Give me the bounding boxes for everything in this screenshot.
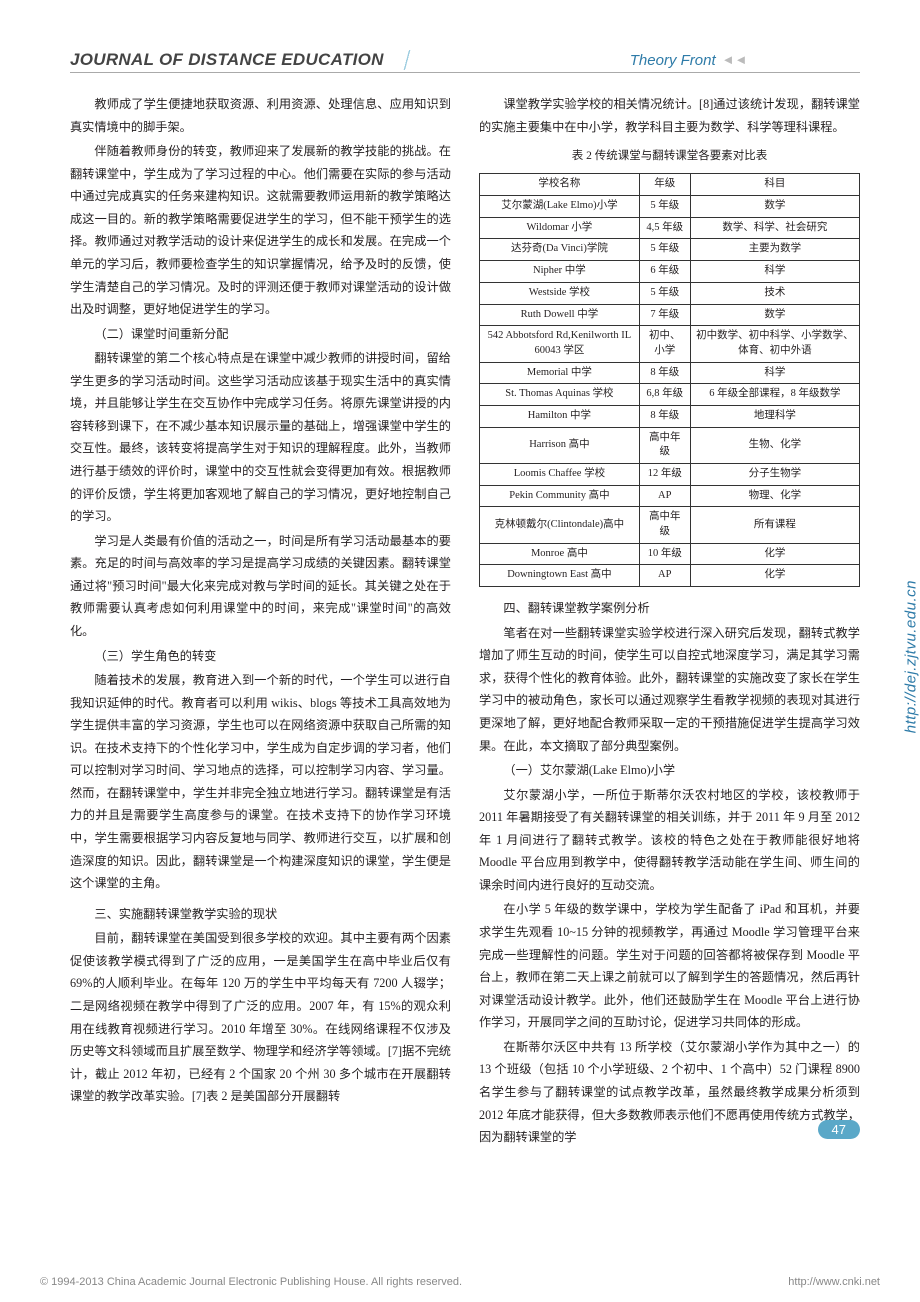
table-row: Wildomar 小学4,5 年级数学、科学、社会研究	[480, 217, 860, 239]
footer: © 1994-2013 China Academic Journal Elect…	[40, 1276, 880, 1288]
right-column: 课堂教学实验学校的相关情况统计。[8]通过该统计发现，翻转课堂的实施主要集中在中…	[479, 93, 860, 1151]
table-row: Downingtown East 高中AP化学	[480, 565, 860, 587]
para: 翻转课堂的第二个核心特点是在课堂中减少教师的讲授时间，留给学生更多的学习活动时间…	[70, 347, 451, 528]
para: 随着技术的发展，教育进入到一个新的时代，一个学生可以进行自我知识延伸的时代。教育…	[70, 669, 451, 895]
table-cell: Memorial 中学	[480, 362, 640, 384]
table-caption: 表 2 传统课堂与翻转课堂各要素对比表	[479, 146, 860, 167]
table-cell: Harrison 高中	[480, 427, 640, 463]
left-column: 教师成了学生便捷地获取资源、利用资源、处理信息、应用知识到真实情境中的脚手架。 …	[70, 93, 451, 1151]
table-cell: 4,5 年级	[639, 217, 690, 239]
table-cell: 8 年级	[639, 405, 690, 427]
page-header: JOURNAL OF DISTANCE EDUCATION Theory Fro…	[70, 50, 860, 73]
side-url: http://dej.zjtvu.edu.cn	[902, 580, 919, 733]
para: 伴随着教师身份的转变，教师迎来了发展新的教学技能的挑战。在翻转课堂中，学生成为了…	[70, 140, 451, 321]
table-cell: Wildomar 小学	[480, 217, 640, 239]
para: 在小学 5 年级的数学课中，学校为学生配备了 iPad 和耳机，并要求学生先观看…	[479, 898, 860, 1033]
table-cell: St. Thomas Aquinas 学校	[480, 384, 640, 406]
table-cell: 科学	[690, 261, 859, 283]
table-row: 艾尔蒙湖(Lake Elmo)小学5 年级数学	[480, 196, 860, 218]
footer-copyright: © 1994-2013 China Academic Journal Elect…	[40, 1276, 462, 1288]
table-cell: 数学	[690, 196, 859, 218]
table-cell: 5 年级	[639, 239, 690, 261]
arrow-icon: ◄◄	[722, 52, 748, 68]
table-row: Hamilton 中学8 年级地理科学	[480, 405, 860, 427]
table-cell: 6,8 年级	[639, 384, 690, 406]
para: 教师成了学生便捷地获取资源、利用资源、处理信息、应用知识到真实情境中的脚手架。	[70, 93, 451, 138]
table-cell: 6 年级	[639, 261, 690, 283]
table-row: Westside 学校5 年级技术	[480, 282, 860, 304]
table-cell: Loomis Chaffee 学校	[480, 464, 640, 486]
table-cell: Nipher 中学	[480, 261, 640, 283]
table-cell: Monroe 高中	[480, 543, 640, 565]
table-cell: 艾尔蒙湖(Lake Elmo)小学	[480, 196, 640, 218]
table-cell: 技术	[690, 282, 859, 304]
table-cell: 分子生物学	[690, 464, 859, 486]
table-header: 年级	[639, 174, 690, 196]
subheading: （一）艾尔蒙湖(Lake Elmo)小学	[479, 759, 860, 782]
table-cell: AP	[639, 565, 690, 587]
table-cell: 科学	[690, 362, 859, 384]
para: 在斯蒂尔沃区中共有 13 所学校（艾尔蒙湖小学作为其中之一）的 13 个班级（包…	[479, 1036, 860, 1149]
table-cell: 克林顿戴尔(Clintondale)高中	[480, 507, 640, 543]
table-cell: 数学、科学、社会研究	[690, 217, 859, 239]
table-cell: 高中年级	[639, 427, 690, 463]
table-cell: Ruth Dowell 中学	[480, 304, 640, 326]
table-cell: AP	[639, 485, 690, 507]
table-cell: Westside 学校	[480, 282, 640, 304]
table-cell: 化学	[690, 543, 859, 565]
para: 学习是人类最有价值的活动之一，时间是所有学习活动最基本的要素。充足的时间与高效率…	[70, 530, 451, 643]
table-cell: 10 年级	[639, 543, 690, 565]
table-cell: 542 Abbotsford Rd,Kenilworth IL 60043 学区	[480, 326, 640, 362]
table-cell: Pekin Community 高中	[480, 485, 640, 507]
table-row: Monroe 高中10 年级化学	[480, 543, 860, 565]
table-header: 科目	[690, 174, 859, 196]
table-cell: 主要为数学	[690, 239, 859, 261]
content-columns: 教师成了学生便捷地获取资源、利用资源、处理信息、应用知识到真实情境中的脚手架。 …	[70, 93, 860, 1151]
subheading: （三）学生角色的转变	[70, 645, 451, 668]
table-cell: 生物、化学	[690, 427, 859, 463]
section-title: 三、实施翻转课堂教学实验的现状	[70, 903, 451, 926]
table-row: St. Thomas Aquinas 学校6,8 年级6 年级全部课程，8 年级…	[480, 384, 860, 406]
header-divider	[392, 50, 422, 70]
table-cell: Downingtown East 高中	[480, 565, 640, 587]
table-cell: 地理科学	[690, 405, 859, 427]
table-cell: 化学	[690, 565, 859, 587]
table-row: Ruth Dowell 中学7 年级数学	[480, 304, 860, 326]
section-name: Theory Front	[630, 52, 716, 69]
table-cell: Hamilton 中学	[480, 405, 640, 427]
table-cell: 8 年级	[639, 362, 690, 384]
table-row: 达芬奇(Da Vinci)学院5 年级主要为数学	[480, 239, 860, 261]
table-row: Nipher 中学6 年级科学	[480, 261, 860, 283]
table-cell: 所有课程	[690, 507, 859, 543]
table-cell: 数学	[690, 304, 859, 326]
section-title: 四、翻转课堂教学案例分析	[479, 597, 860, 620]
footer-url: http://www.cnki.net	[788, 1276, 880, 1288]
para: 艾尔蒙湖小学，一所位于斯蒂尔沃农村地区的学校，该校教师于 2011 年暑期接受了…	[479, 784, 860, 897]
table-cell: 12 年级	[639, 464, 690, 486]
subheading: （二）课堂时间重新分配	[70, 323, 451, 346]
table-row: Harrison 高中高中年级生物、化学	[480, 427, 860, 463]
table-row: Loomis Chaffee 学校12 年级分子生物学	[480, 464, 860, 486]
table-header: 学校名称	[480, 174, 640, 196]
para: 目前，翻转课堂在美国受到很多学校的欢迎。其中主要有两个因素促使该教学模式得到了广…	[70, 927, 451, 1108]
table-cell: 达芬奇(Da Vinci)学院	[480, 239, 640, 261]
journal-title: JOURNAL OF DISTANCE EDUCATION	[70, 50, 384, 70]
table-row: 542 Abbotsford Rd,Kenilworth IL 60043 学区…	[480, 326, 860, 362]
para: 笔者在对一些翻转课堂实验学校进行深入研究后发现，翻转式教学增加了师生互动的时间，…	[479, 622, 860, 757]
table-row: Pekin Community 高中AP物理、化学	[480, 485, 860, 507]
table-cell: 5 年级	[639, 196, 690, 218]
table-cell: 初中、小学	[639, 326, 690, 362]
table-cell: 6 年级全部课程，8 年级数学	[690, 384, 859, 406]
table-cell: 初中数学、初中科学、小学数学、体育、初中外语	[690, 326, 859, 362]
table-cell: 高中年级	[639, 507, 690, 543]
page-number: 47	[818, 1120, 860, 1139]
comparison-table: 学校名称年级科目 艾尔蒙湖(Lake Elmo)小学5 年级数学Wildomar…	[479, 173, 860, 587]
table-cell: 5 年级	[639, 282, 690, 304]
table-row: 克林顿戴尔(Clintondale)高中高中年级所有课程	[480, 507, 860, 543]
table-cell: 7 年级	[639, 304, 690, 326]
para: 课堂教学实验学校的相关情况统计。[8]通过该统计发现，翻转课堂的实施主要集中在中…	[479, 93, 860, 138]
table-cell: 物理、化学	[690, 485, 859, 507]
table-row: Memorial 中学8 年级科学	[480, 362, 860, 384]
